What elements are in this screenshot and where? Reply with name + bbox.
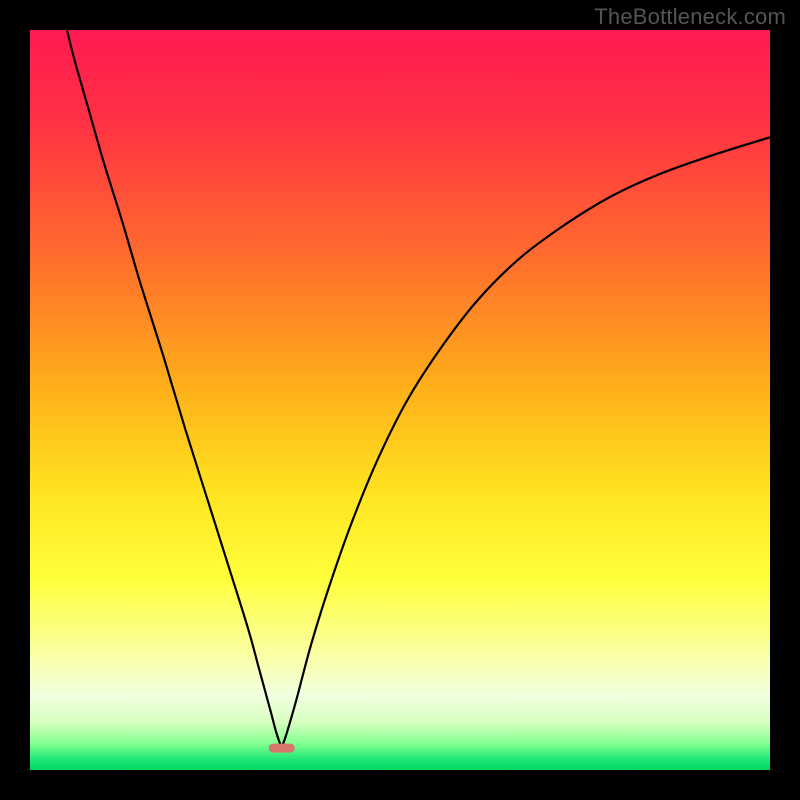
optimal-point-marker [268,743,295,752]
bottleneck-curve [30,30,770,770]
watermark-text: TheBottleneck.com [594,4,786,30]
curve-right-branch [282,137,770,748]
curve-left-branch [67,30,282,748]
plot-area [30,30,770,770]
